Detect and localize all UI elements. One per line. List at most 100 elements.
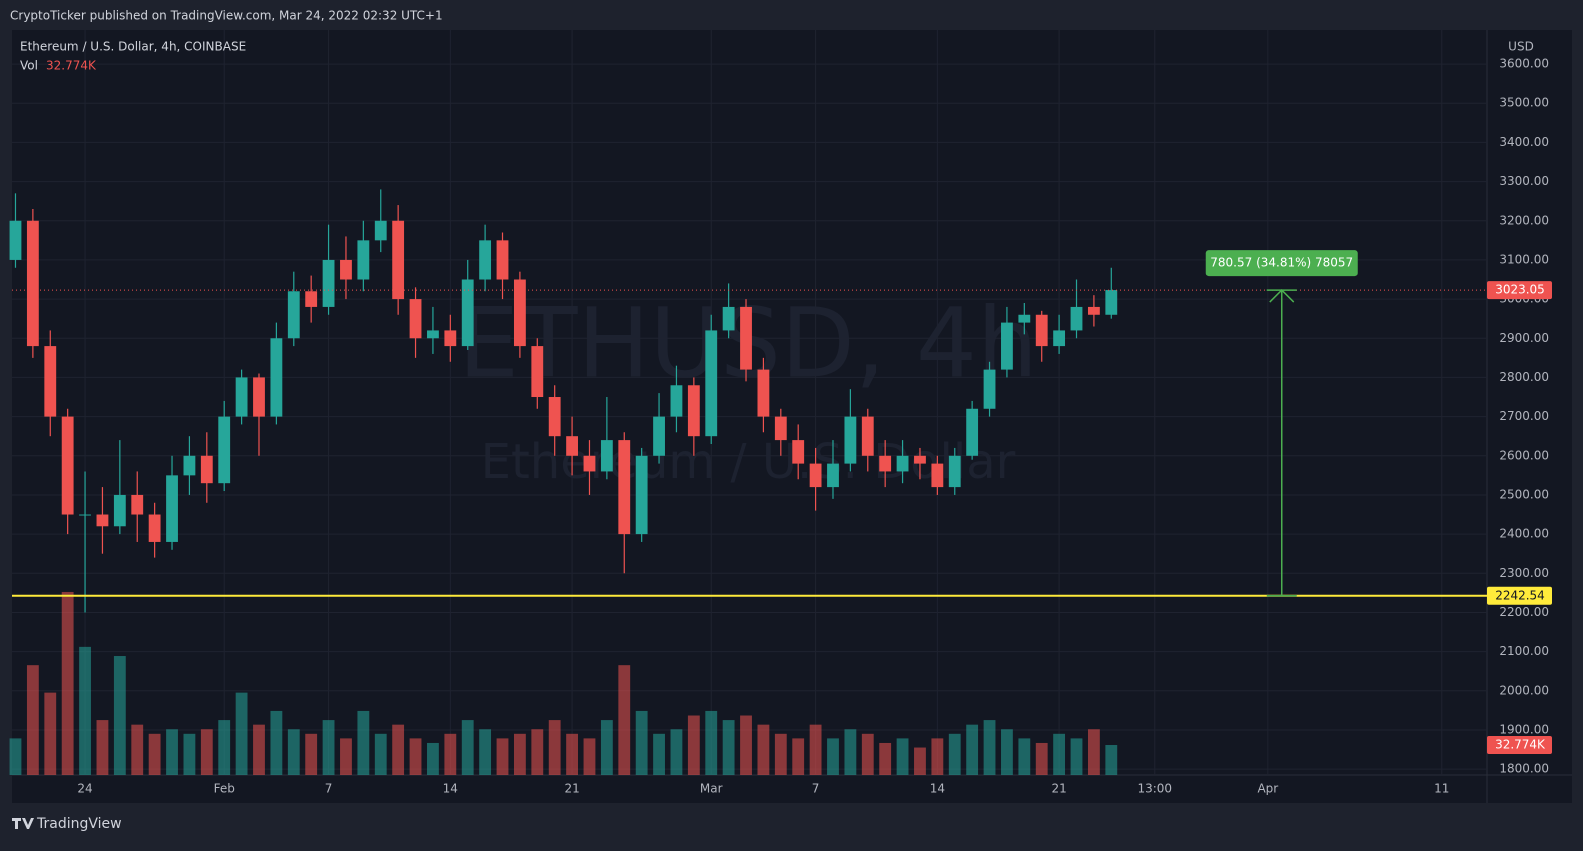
volume-bar (461, 720, 474, 775)
volume-bar (513, 733, 526, 775)
volume-bar (670, 729, 683, 775)
volume-bar (879, 742, 892, 775)
candle-body (253, 377, 265, 417)
last-price-tag (1487, 281, 1552, 300)
x-tick-label: 14 (930, 782, 945, 796)
volume-bar (166, 729, 178, 775)
volume-bar (26, 665, 39, 775)
volume-tag (1487, 736, 1552, 755)
candle-body (531, 346, 544, 398)
candle-body (96, 514, 109, 527)
brand: TradingView (12, 816, 122, 832)
y-tick-label: 2400.00 (1499, 527, 1549, 541)
volume-bar (9, 738, 22, 775)
candle-body (809, 463, 822, 488)
volume-tag-label: 32.774K (1495, 738, 1546, 752)
candle-body (200, 455, 213, 484)
measure-box (1205, 250, 1358, 277)
candle-body (427, 330, 439, 339)
candle-body (566, 436, 578, 456)
volume-bar (548, 720, 561, 775)
volume-bar (253, 724, 265, 775)
candle-body (113, 494, 126, 527)
volume-bar (722, 720, 735, 775)
y-tick-label: 3200.00 (1499, 213, 1549, 227)
candle-body (235, 377, 248, 417)
volume-bar (357, 710, 370, 775)
volume-bar (1105, 745, 1118, 775)
y-tick-label: 2800.00 (1499, 370, 1549, 384)
candle-body (26, 220, 39, 347)
candle-body (79, 514, 91, 516)
volume-bar (270, 710, 283, 775)
candle-body (496, 240, 509, 280)
candle-body (166, 475, 178, 542)
volume-bar (1035, 742, 1048, 775)
candle-body (1001, 322, 1013, 370)
volume-bar (827, 738, 839, 775)
candle-body (774, 416, 787, 441)
plot: 780.57 (34.81%) 78057 (9, 30, 1487, 775)
volume-bar (687, 715, 700, 775)
volume-bar (983, 720, 996, 775)
candle-body (1105, 290, 1118, 315)
volume-bar (131, 724, 144, 775)
y-tick-label: 3600.00 (1499, 57, 1549, 71)
volume-bar (792, 738, 805, 775)
candle-body (618, 440, 631, 535)
volume-bar (200, 729, 213, 775)
candle-body (44, 346, 57, 417)
candle-body (948, 455, 961, 488)
volume-bar (1018, 738, 1031, 775)
candle-body (583, 455, 596, 472)
candle-body (1035, 314, 1048, 347)
volume-bar (444, 733, 457, 775)
y-tick-label: 2100.00 (1499, 644, 1549, 658)
y-tick-label: 2900.00 (1499, 331, 1549, 345)
volume-bar (340, 738, 352, 775)
candle-body (635, 455, 648, 535)
candle-body (844, 416, 857, 464)
y-tick-label: 2700.00 (1499, 409, 1549, 423)
candle-body (305, 291, 318, 307)
volume-bar (566, 733, 578, 775)
y-tick-label: 3400.00 (1499, 135, 1549, 149)
volume-bar (757, 724, 770, 775)
candle-body (792, 440, 805, 464)
candle-body (1053, 330, 1066, 347)
volume-bar (653, 733, 665, 775)
candle-body (757, 369, 770, 417)
volume-bar (531, 729, 544, 775)
volume-bar (427, 742, 439, 775)
candle-body (879, 455, 892, 472)
volume-bar (861, 733, 874, 775)
candle-body (270, 338, 283, 417)
volume-bar (113, 656, 126, 775)
y-tick-label: 1800.00 (1499, 762, 1549, 776)
candle-body (966, 408, 979, 456)
volume-bar (1053, 733, 1066, 775)
level-label: 2242.54 (1495, 588, 1545, 602)
brand-logo (12, 818, 34, 829)
volume-bar (496, 738, 509, 775)
brand-name: TradingView (36, 816, 122, 832)
candle-body (983, 369, 996, 409)
volume-bar (774, 733, 787, 775)
candle-body (392, 220, 405, 300)
candle-body (9, 220, 22, 260)
x-tick-label: Apr (1257, 782, 1278, 796)
candle-body (653, 416, 665, 456)
x-tick-label: 7 (325, 782, 333, 796)
y-tick-label: 1900.00 (1499, 722, 1549, 736)
volume-bar (583, 738, 596, 775)
volume-bar (635, 710, 648, 775)
candle-body (131, 494, 144, 515)
candle-body (1070, 306, 1083, 331)
volume-bar (287, 729, 300, 775)
volume-bar (409, 738, 422, 775)
volume-bar (931, 738, 944, 775)
candle-body (600, 440, 613, 472)
volume-bar (896, 738, 909, 775)
y-tick-label: 2200.00 (1499, 605, 1549, 619)
volume-bar (61, 591, 74, 775)
